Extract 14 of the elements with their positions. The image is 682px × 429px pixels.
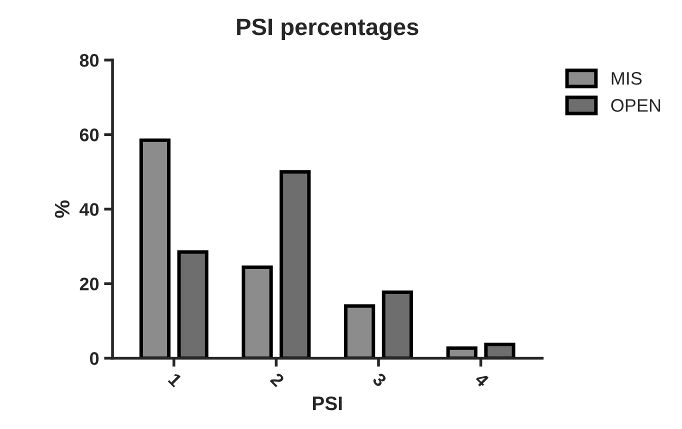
y-axis-title: % [54, 200, 70, 218]
y-tick-label: 0 [90, 352, 99, 365]
x-tick-label: 2 [270, 372, 285, 388]
y-tick-label: 80 [80, 54, 99, 67]
y-tick-label: 60 [80, 128, 99, 142]
legend-label: MIS [612, 72, 642, 85]
x-tick-label: 4 [474, 372, 490, 388]
x-tick-label: 1 [168, 372, 183, 388]
y-tick-label: 20 [80, 278, 99, 290]
x-axis-title: PSI [312, 396, 342, 410]
legend-label: OPEN [611, 99, 660, 112]
chart-title: PSI percentages [237, 18, 418, 40]
y-tick-label: 40 [80, 203, 99, 216]
x-tick-label: 3 [372, 372, 388, 388]
